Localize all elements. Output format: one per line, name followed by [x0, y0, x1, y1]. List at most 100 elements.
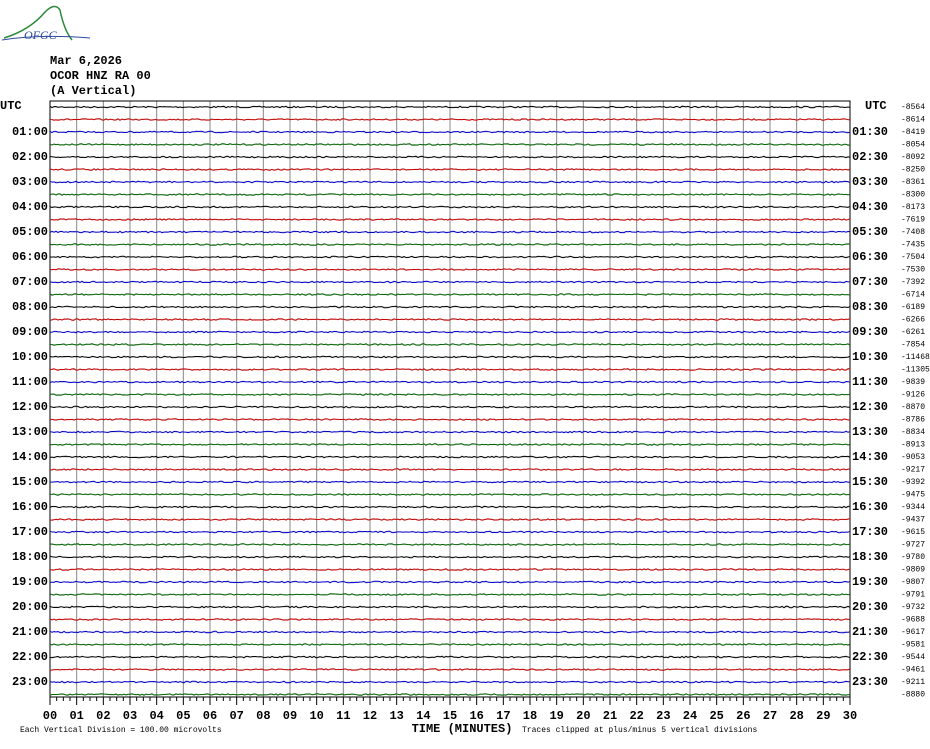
offset-label: -7619 — [901, 216, 925, 225]
trace — [49, 505, 851, 509]
offset-label: -9791 — [901, 591, 925, 600]
trace — [49, 243, 851, 246]
offset-label: -7854 — [901, 341, 925, 350]
trace — [49, 430, 851, 434]
right-hour-label: 04:30 — [852, 200, 888, 214]
x-tick-label: 17 — [496, 709, 510, 723]
offset-label: -9217 — [901, 466, 925, 475]
offset-label: -9809 — [901, 566, 925, 575]
right-hour-label: 19:30 — [852, 575, 888, 589]
offset-label: -9581 — [901, 641, 925, 650]
left-hour-label: 17:00 — [12, 525, 48, 539]
trace — [49, 193, 851, 196]
trace — [49, 305, 851, 309]
trace — [49, 230, 851, 234]
left-hour-label: 02:00 — [12, 150, 48, 164]
right-hour-label: 17:30 — [852, 525, 888, 539]
left-hour-label: 23:00 — [12, 675, 48, 689]
offset-label: -8880 — [901, 691, 925, 700]
offset-label: -9344 — [901, 503, 925, 512]
x-tick-label: 02 — [96, 709, 110, 723]
trace — [49, 318, 851, 321]
trace — [49, 205, 851, 209]
right-hour-label: 01:30 — [852, 125, 888, 139]
left-hour-label: 03:00 — [12, 175, 48, 189]
trace — [50, 443, 851, 446]
x-tick-label: 09 — [283, 709, 297, 723]
offset-label: -8614 — [901, 116, 925, 125]
logo-swoosh — [1, 35, 91, 41]
offset-label: -9732 — [901, 603, 925, 612]
trace — [49, 180, 851, 184]
offset-label: -9617 — [901, 628, 925, 637]
x-tick-label: 15 — [443, 709, 457, 723]
x-tick-label: 10 — [309, 709, 323, 723]
right-hour-label: 20:30 — [852, 600, 888, 614]
trace — [49, 118, 851, 121]
left-hour-label: 12:00 — [12, 400, 48, 414]
trace — [49, 293, 851, 296]
trace — [49, 343, 851, 346]
left-hour-label: 04:00 — [12, 200, 48, 214]
trace — [49, 218, 851, 221]
trace — [49, 493, 851, 496]
x-tick-label: 22 — [629, 709, 643, 723]
right-hour-label: 07:30 — [852, 275, 888, 289]
left-hour-label: 20:00 — [12, 600, 48, 614]
offset-label: -9211 — [901, 678, 925, 687]
offset-label: -9780 — [901, 553, 925, 562]
offset-label: -7530 — [901, 266, 925, 275]
x-tick-label: 20 — [576, 709, 590, 723]
right-hour-label: 10:30 — [852, 350, 888, 364]
trace — [49, 518, 851, 521]
offset-label: -9688 — [901, 616, 925, 625]
x-axis-title: TIME (MINUTES) — [412, 722, 513, 736]
logo: OFGC — [1, 5, 91, 42]
left-hour-label: 07:00 — [12, 275, 48, 289]
scale-note: Each Vertical Division = 100.00 microvol… — [20, 726, 222, 735]
offset-label: -8419 — [901, 128, 925, 137]
right-utc: UTC — [865, 99, 887, 113]
trace — [49, 255, 851, 259]
right-hour-label: 16:30 — [852, 500, 888, 514]
x-tick-label: 18 — [523, 709, 537, 723]
right-hour-label: 08:30 — [852, 300, 888, 314]
x-tick-label: 12 — [363, 709, 377, 723]
offset-label: -7408 — [901, 228, 925, 237]
plot-frame — [49, 100, 851, 698]
x-tick-label: 23 — [656, 709, 670, 723]
trace — [49, 455, 851, 459]
trace — [49, 668, 851, 671]
offset-label: -11305 — [901, 366, 930, 375]
trace — [49, 355, 851, 359]
trace — [49, 530, 851, 534]
offset-label: -9839 — [901, 378, 925, 387]
offset-label: -8564 — [901, 103, 925, 112]
x-tick-label: 26 — [736, 709, 750, 723]
x-tick-label: 00 — [43, 709, 57, 723]
left-hour-label: 15:00 — [12, 475, 48, 489]
trace — [49, 568, 851, 571]
x-tick-label: 29 — [816, 709, 830, 723]
offset-label: -8173 — [901, 203, 925, 212]
right-hour-label: 22:30 — [852, 650, 888, 664]
offset-label: -9392 — [901, 478, 925, 487]
trace — [49, 605, 851, 609]
offset-label: -8250 — [901, 166, 925, 175]
right-hour-label: 06:30 — [852, 250, 888, 264]
right-hour-label: 14:30 — [852, 450, 888, 464]
offset-label: -9475 — [901, 491, 925, 500]
logo-curve — [3, 5, 73, 41]
offset-label: -8092 — [901, 153, 925, 162]
offset-label: -8870 — [901, 403, 925, 412]
trace — [49, 468, 851, 471]
x-tick-label: 30 — [843, 709, 857, 723]
right-hour-label: 21:30 — [852, 625, 888, 639]
offset-label: -9727 — [901, 541, 925, 550]
x-tick-label: 03 — [123, 709, 137, 723]
trace — [49, 630, 851, 634]
x-tick-label: 05 — [176, 709, 190, 723]
offset-label: -8834 — [901, 428, 925, 437]
trace — [49, 580, 851, 584]
